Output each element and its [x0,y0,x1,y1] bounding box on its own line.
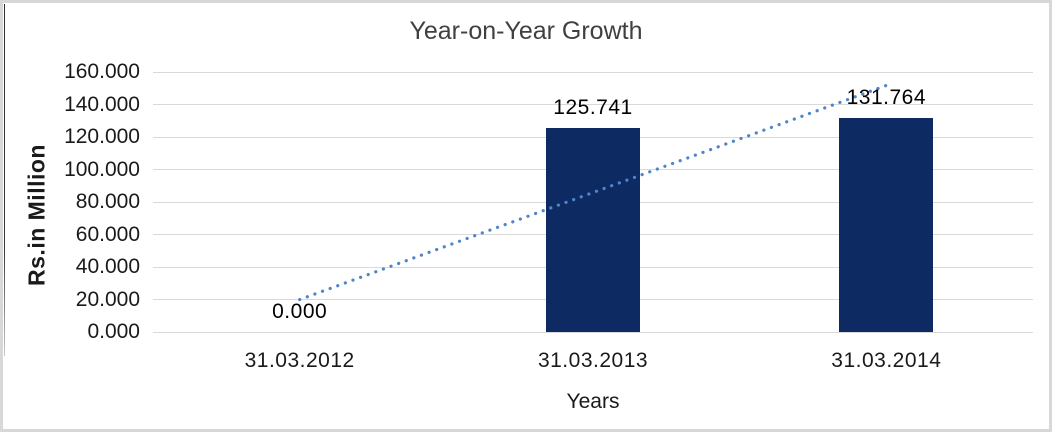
x-tick-label: 31.03.2012 [244,349,355,372]
x-tick-label: 31.03.2013 [537,349,649,372]
y-tick-label: 0.000 [87,320,140,343]
gridline [153,71,1033,73]
y-tick-label: 80.000 [75,190,140,213]
bar-value-label: 131.764 [846,85,927,109]
bar-value-label: 125.741 [553,95,633,119]
gridline [153,331,1033,333]
y-tick-label: 160.000 [64,60,140,83]
plot-area: 0.000 125.741 131.764 [153,71,1033,333]
chart-title: Year-on-Year Growth [409,17,643,45]
y-tick-label: 100.000 [64,157,140,181]
x-tick-label: 31.03.2014 [831,349,942,372]
bar-value-label: 0.000 [272,300,328,323]
x-axis-title: Years [566,390,620,413]
bar [546,127,640,332]
gridline [153,104,1033,105]
y-tick-label: 40.000 [75,255,140,278]
y-tick-label: 120.000 [64,125,140,148]
y-tick-label: 140.000 [64,92,140,116]
bar [839,117,934,332]
y-tick-label: 60.000 [75,222,140,246]
trendline [298,83,888,302]
y-tick-label: 20.000 [75,287,140,311]
frame-left-edge-line [4,4,5,356]
